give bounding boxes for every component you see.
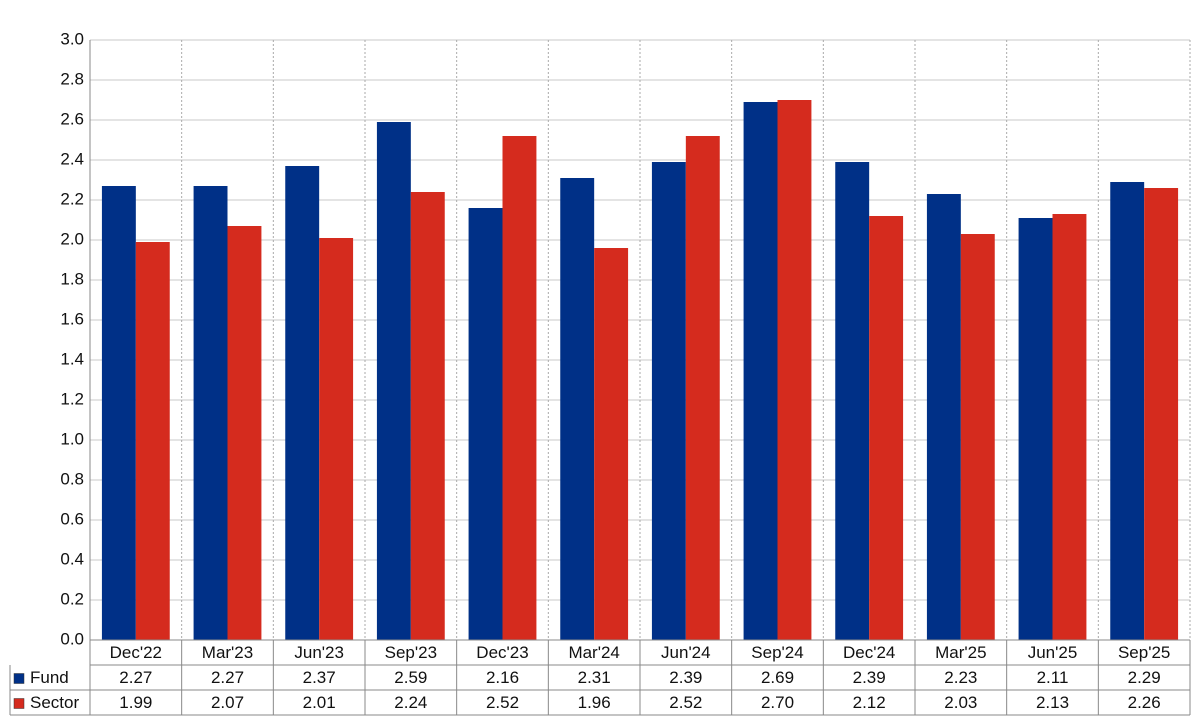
table-value: 2.31 <box>578 668 611 687</box>
table-value: 1.99 <box>119 693 152 712</box>
y-tick-label: 1.4 <box>60 349 84 368</box>
table-value: 2.39 <box>669 668 702 687</box>
table-value: 2.16 <box>486 668 519 687</box>
x-tick-label: Mar'23 <box>202 643 253 662</box>
bar <box>135 242 170 640</box>
x-tick-label: Dec'22 <box>110 643 162 662</box>
y-tick-label: 0.6 <box>60 509 84 528</box>
bar <box>835 162 870 640</box>
y-tick-label: 0.4 <box>60 549 84 568</box>
table-value: 2.03 <box>944 693 977 712</box>
x-tick-label: Mar'24 <box>568 643 619 662</box>
table-value: 2.29 <box>1128 668 1161 687</box>
bar <box>926 194 961 640</box>
table-value: 2.69 <box>761 668 794 687</box>
table-value: 2.37 <box>303 668 336 687</box>
y-tick-label: 3.0 <box>60 29 84 48</box>
table-value: 2.07 <box>211 693 244 712</box>
bar <box>410 192 445 640</box>
x-tick-label: Dec'24 <box>843 643 895 662</box>
x-tick-label: Sep'25 <box>1118 643 1170 662</box>
bar <box>319 238 354 640</box>
y-tick-label: 0.2 <box>60 589 84 608</box>
y-tick-label: 0.8 <box>60 469 84 488</box>
y-tick-label: 2.0 <box>60 229 84 248</box>
bar <box>777 100 812 640</box>
table-value: 2.12 <box>853 693 886 712</box>
bar <box>376 122 411 640</box>
y-tick-label: 1.6 <box>60 309 84 328</box>
bar <box>1144 188 1179 640</box>
bar <box>869 216 904 640</box>
bar <box>1110 182 1145 640</box>
table-value: 2.27 <box>119 668 152 687</box>
table-value: 2.01 <box>303 693 336 712</box>
table-value: 1.96 <box>578 693 611 712</box>
bar <box>227 226 262 640</box>
table-value: 2.13 <box>1036 693 1069 712</box>
bar <box>468 208 503 640</box>
y-tick-label: 2.6 <box>60 109 84 128</box>
x-tick-label: Sep'23 <box>385 643 437 662</box>
bar <box>502 136 537 640</box>
bar <box>960 234 995 640</box>
y-tick-label: 0.0 <box>60 629 84 648</box>
table-value: 2.26 <box>1128 693 1161 712</box>
table-value: 2.11 <box>1037 668 1069 687</box>
bar <box>594 248 629 640</box>
bar <box>285 166 320 640</box>
y-tick-label: 2.8 <box>60 69 84 88</box>
bar <box>1018 218 1053 640</box>
table-value: 2.59 <box>394 668 427 687</box>
table-value: 2.27 <box>211 668 244 687</box>
bar <box>651 162 686 640</box>
x-tick-label: Jun'23 <box>294 643 344 662</box>
bar <box>685 136 720 640</box>
legend-swatch <box>13 698 25 709</box>
x-tick-label: Dec'23 <box>476 643 528 662</box>
bar <box>193 186 228 640</box>
table-value: 2.52 <box>486 693 519 712</box>
legend-swatch <box>13 673 25 684</box>
bar <box>101 186 136 640</box>
legend-label: Fund <box>30 668 69 687</box>
y-tick-label: 1.2 <box>60 389 84 408</box>
legend-label: Sector <box>30 693 79 712</box>
bar <box>560 178 595 640</box>
x-tick-label: Jun'25 <box>1028 643 1078 662</box>
y-tick-label: 1.8 <box>60 269 84 288</box>
y-tick-label: 2.2 <box>60 189 84 208</box>
y-tick-label: 2.4 <box>60 149 84 168</box>
bar <box>743 102 778 640</box>
y-tick-label: 1.0 <box>60 429 84 448</box>
table-value: 2.24 <box>394 693 427 712</box>
table-value: 2.52 <box>669 693 702 712</box>
bar <box>1052 214 1087 640</box>
x-tick-label: Jun'24 <box>661 643 711 662</box>
table-value: 2.23 <box>944 668 977 687</box>
x-tick-label: Sep'24 <box>751 643 803 662</box>
table-value: 2.39 <box>853 668 886 687</box>
table-value: 2.70 <box>761 693 794 712</box>
x-tick-label: Mar'25 <box>935 643 986 662</box>
